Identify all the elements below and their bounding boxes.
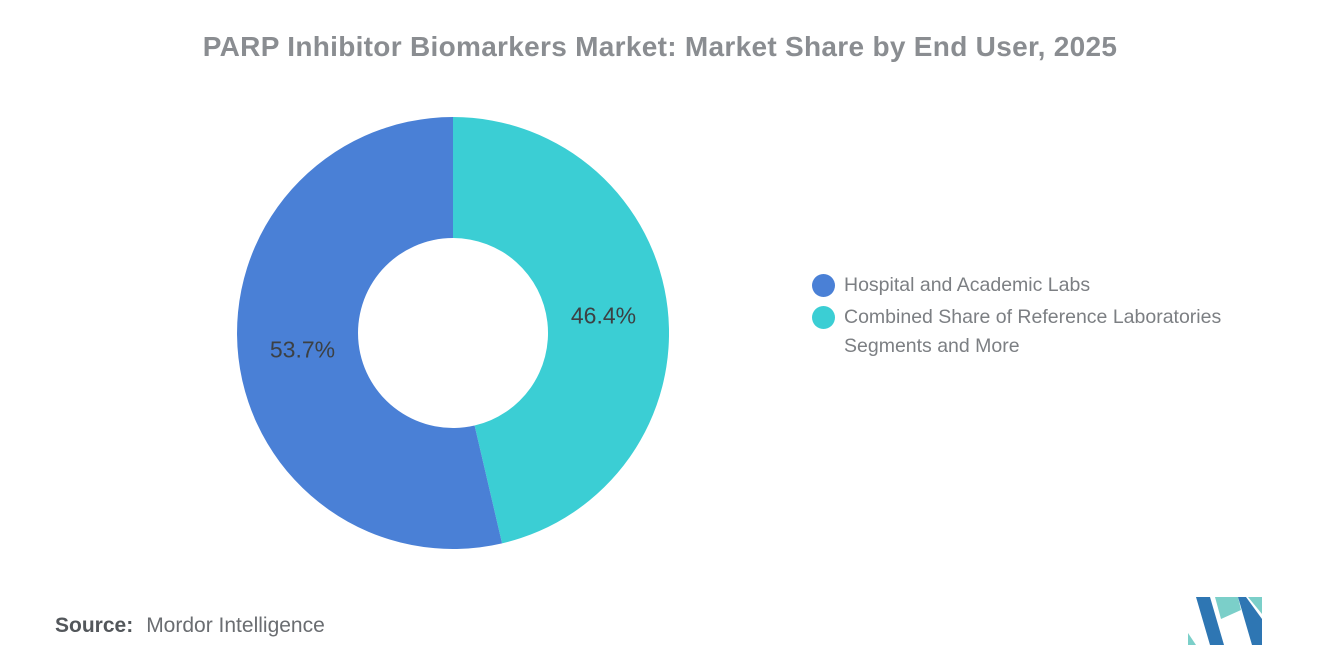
legend-marker-combined-icon <box>812 306 835 329</box>
legend: Hospital and Academic Labs Combined Shar… <box>812 271 1282 364</box>
source-line: Source: Mordor Intelligence <box>55 614 325 638</box>
logo-shape-blue-stroke-left <box>1196 597 1224 645</box>
donut-svg <box>237 117 669 549</box>
legend-item-hospital-and-academic-labs[interactable]: Hospital and Academic Labs <box>812 271 1282 300</box>
logo-shape-teal-tail <box>1188 633 1196 645</box>
legend-marker-hospital-icon <box>812 274 835 297</box>
mordor-intelligence-logo <box>1188 597 1262 645</box>
legend-item-combined-share-reference-laboratories[interactable]: Combined Share of Reference Laboratories… <box>812 303 1282 361</box>
logo-shape-teal-middle <box>1215 597 1241 619</box>
chart-title: PARP Inhibitor Biomarkers Market: Market… <box>202 31 1118 62</box>
donut-chart: 46.4% 53.7% <box>237 117 669 549</box>
logo-shape-blue-stroke-right <box>1238 597 1262 645</box>
slice-combined-share-of-reference-laboratories-segments-and-more[interactable] <box>453 117 669 544</box>
source-text: Mordor Intelligence <box>146 614 325 637</box>
legend-label: Hospital and Academic Labs <box>844 274 1091 296</box>
slice-hospital-and-academic-labs[interactable] <box>237 117 503 549</box>
legend-label: Combined Share of Reference Laboratories… <box>844 306 1222 357</box>
logo-shape-teal-corner <box>1248 597 1262 614</box>
source-label: Source: <box>55 614 134 637</box>
